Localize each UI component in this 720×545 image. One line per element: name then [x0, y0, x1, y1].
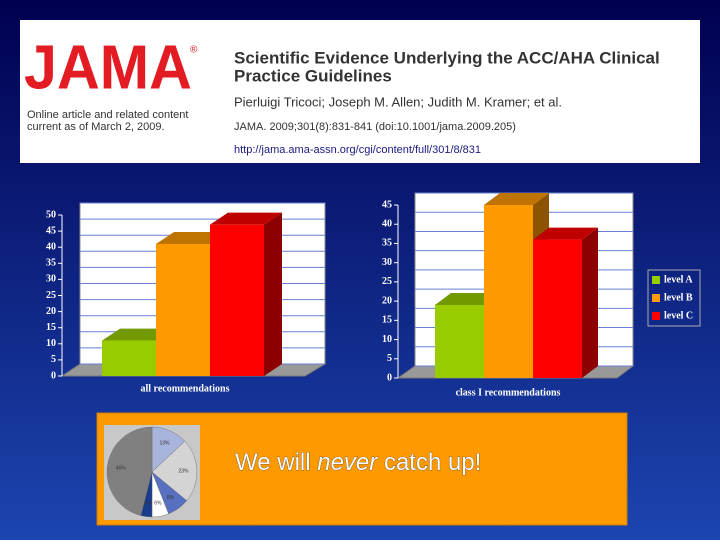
- pie-label: 8%: [167, 495, 175, 501]
- bar-top: [533, 227, 598, 240]
- caption-emphasis: never: [317, 449, 378, 476]
- y-tick-label: 0: [51, 370, 56, 381]
- y-tick-label: 50: [46, 209, 56, 220]
- caption-text: catch up!: [377, 449, 481, 476]
- bar-front: [484, 205, 533, 378]
- caption-text: We will: [235, 449, 317, 476]
- legend-box: [647, 269, 701, 327]
- bar-front: [210, 224, 264, 376]
- y-tick-label: 35: [382, 238, 392, 249]
- legend-swatch: [652, 312, 660, 320]
- y-tick-label: 10: [382, 334, 392, 345]
- bar-top: [484, 193, 549, 205]
- logo: JAMA: [24, 33, 192, 102]
- y-tick-label: 25: [382, 276, 392, 287]
- pie-label: 6%: [154, 500, 162, 506]
- pie-slice: [106, 426, 153, 516]
- y-tick-label: 20: [382, 295, 392, 306]
- x-axis-label: class I recommendations: [456, 387, 561, 398]
- note: Online article and related content: [27, 109, 188, 121]
- pie-label: 4%: [144, 501, 152, 507]
- url: http://jama.ama-assn.org/cgi/content/ful…: [234, 144, 481, 156]
- authors: Pierluigi Tricoci; Joseph M. Allen; Judi…: [234, 94, 562, 109]
- header-box: [20, 20, 700, 163]
- y-tick-label: 15: [382, 315, 392, 326]
- pie-slice: [151, 440, 198, 501]
- y-tick-label: 0: [387, 372, 392, 383]
- y-tick-label: 40: [382, 219, 392, 230]
- bar-top: [435, 292, 500, 305]
- bar-side: [582, 227, 598, 378]
- legend-swatch: [652, 294, 660, 302]
- bar-front: [156, 243, 210, 376]
- bar: [210, 212, 282, 376]
- pie-label: 46%: [116, 465, 127, 471]
- bar-front: [533, 239, 582, 378]
- y-tick-label: 45: [382, 199, 392, 210]
- note: current as of March 2, 2009.: [27, 121, 165, 133]
- y-tick-label: 10: [46, 338, 56, 349]
- legend-swatch: [652, 276, 660, 284]
- bar-front: [435, 304, 484, 378]
- bar-side: [264, 212, 282, 376]
- y-tick-label: 5: [387, 353, 392, 364]
- y-tick-label: 25: [46, 290, 56, 301]
- bar-front: [102, 340, 156, 376]
- pie-label: 23%: [178, 468, 189, 474]
- article-title: Practice Guidelines: [234, 66, 392, 85]
- y-tick-label: 35: [46, 258, 56, 269]
- y-tick-label: 30: [382, 257, 392, 268]
- y-tick-label: 5: [51, 354, 56, 365]
- y-tick-label: 30: [46, 274, 56, 285]
- x-axis-label: all recommendations: [141, 383, 230, 394]
- legend-label: level C: [664, 310, 693, 321]
- bar-top: [210, 212, 282, 225]
- legend-label: level B: [664, 292, 693, 303]
- registered-mark: ®: [190, 45, 198, 56]
- y-tick-label: 40: [46, 241, 56, 252]
- article-title: Scientific Evidence Underlying the ACC/A…: [234, 48, 660, 67]
- y-tick-label: 15: [46, 322, 56, 333]
- y-tick-label: 45: [46, 225, 56, 236]
- y-tick-label: 20: [46, 306, 56, 317]
- citation: JAMA. 2009;301(8):831-841 (doi:10.1001/j…: [234, 121, 516, 133]
- bar: [533, 227, 598, 378]
- caption: We will never catch up!: [235, 449, 481, 476]
- pie-label: 13%: [160, 440, 171, 446]
- legend-label: level A: [664, 274, 693, 285]
